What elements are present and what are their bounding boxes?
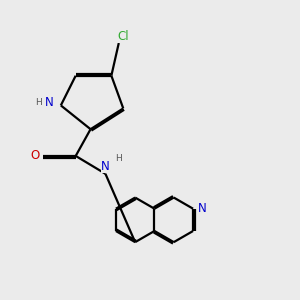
Text: H: H [116, 154, 122, 164]
Text: N: N [198, 202, 207, 215]
Text: H: H [35, 98, 42, 107]
Text: O: O [30, 149, 39, 162]
Text: Cl: Cl [117, 30, 129, 43]
Text: N: N [101, 160, 110, 173]
Text: N: N [45, 96, 54, 109]
